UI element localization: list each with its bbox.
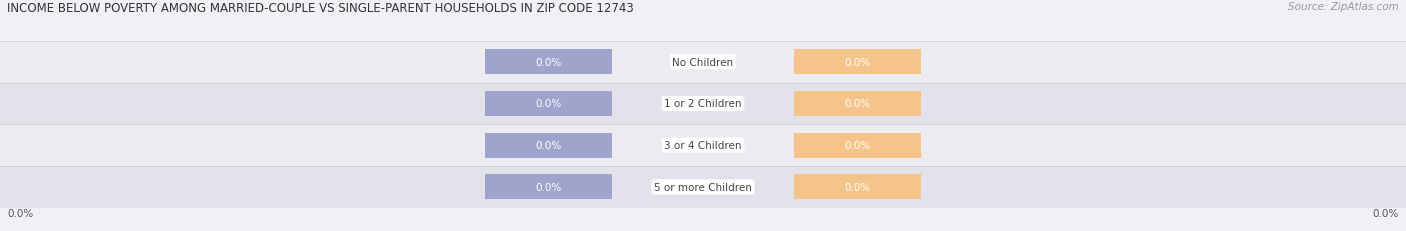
- Text: No Children: No Children: [672, 57, 734, 67]
- Text: Source: ZipAtlas.com: Source: ZipAtlas.com: [1288, 2, 1399, 12]
- Bar: [0, 42, 1406, 83]
- Bar: [794, 175, 921, 200]
- Text: 0.0%: 0.0%: [7, 208, 34, 218]
- Text: 0.0%: 0.0%: [845, 140, 870, 151]
- Bar: [794, 91, 921, 116]
- Bar: [485, 133, 612, 158]
- Text: 1 or 2 Children: 1 or 2 Children: [664, 99, 742, 109]
- Text: 0.0%: 0.0%: [845, 182, 870, 192]
- Text: 3 or 4 Children: 3 or 4 Children: [664, 140, 742, 151]
- Bar: [485, 175, 612, 200]
- Text: 0.0%: 0.0%: [536, 182, 561, 192]
- Text: 0.0%: 0.0%: [845, 99, 870, 109]
- Text: 5 or more Children: 5 or more Children: [654, 182, 752, 192]
- Text: 0.0%: 0.0%: [536, 99, 561, 109]
- Bar: [794, 133, 921, 158]
- Bar: [794, 50, 921, 75]
- Bar: [0, 83, 1406, 125]
- Bar: [0, 125, 1406, 166]
- Bar: [485, 50, 612, 75]
- Text: 0.0%: 0.0%: [536, 140, 561, 151]
- Text: 0.0%: 0.0%: [1372, 208, 1399, 218]
- Text: INCOME BELOW POVERTY AMONG MARRIED-COUPLE VS SINGLE-PARENT HOUSEHOLDS IN ZIP COD: INCOME BELOW POVERTY AMONG MARRIED-COUPL…: [7, 2, 634, 15]
- Text: 0.0%: 0.0%: [536, 57, 561, 67]
- Bar: [485, 91, 612, 116]
- Text: 0.0%: 0.0%: [845, 57, 870, 67]
- Bar: [0, 166, 1406, 208]
